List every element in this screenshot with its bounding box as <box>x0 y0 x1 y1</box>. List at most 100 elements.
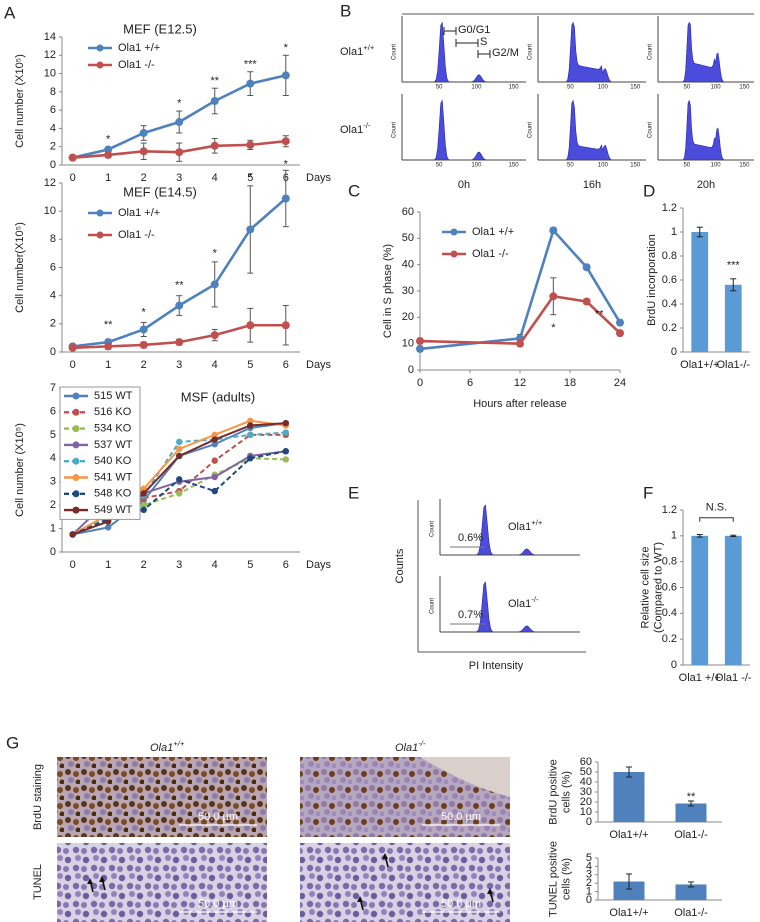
data-point <box>104 145 113 154</box>
y-axis-label: (Compared to WT) <box>652 542 664 633</box>
significance: ** <box>595 309 604 321</box>
data-point <box>211 431 218 439</box>
data-point <box>247 455 254 462</box>
gate-percent: 0.7% <box>458 609 483 621</box>
flow-histogram <box>658 21 754 83</box>
scale-bar-label: 50.0 µm <box>441 898 481 910</box>
row-label: BrdU staining <box>32 764 44 830</box>
x-tick-label: 24 <box>614 377 626 389</box>
y-tick-label: 4 <box>50 290 56 302</box>
x-tick-label: 0 <box>70 359 76 371</box>
y-tick-label: 1 <box>671 226 677 238</box>
hist-y-label: Count <box>648 44 654 60</box>
panel-label: F <box>643 483 653 502</box>
hist-y-label: Count <box>392 122 398 138</box>
bar <box>724 535 742 665</box>
y-tick-label: 50 <box>580 766 592 778</box>
y-tick-label: 0.6 <box>662 274 677 286</box>
significance: * <box>213 247 218 259</box>
y-tick-label: 30 <box>402 285 414 297</box>
legend-marker <box>450 228 458 236</box>
y-tick-label: 10 <box>44 67 56 79</box>
scale-bar-label: 50.0 µm <box>198 898 238 910</box>
significance: ** <box>210 75 219 87</box>
y-tick-label: 30 <box>580 786 592 798</box>
flow-histogram <box>538 21 646 83</box>
x-tick-label: 2 <box>141 359 147 371</box>
y-tick-label: 3 <box>586 869 592 881</box>
bar <box>691 535 709 665</box>
y-tick-label: 4 <box>586 860 592 872</box>
y-tick-label: 7 <box>50 382 56 394</box>
legend-marker <box>72 441 80 449</box>
panel-label: E <box>348 483 359 502</box>
legend-label: Ola1 +/+ <box>472 226 514 238</box>
legend-label: 516 KO <box>94 406 132 418</box>
column-label: 0h <box>458 179 470 191</box>
bar <box>724 284 742 352</box>
hist-x-tick: 150 <box>630 163 641 169</box>
label-base: Ola1 <box>508 521 531 533</box>
micrograph <box>57 757 267 837</box>
hist-x-tick: 100 <box>598 163 609 169</box>
x-tick-label: 3 <box>176 559 182 571</box>
hist-x-tick: 100 <box>471 163 482 169</box>
legend-label: 548 KO <box>94 488 132 500</box>
column-label: Ola1-/- <box>395 739 426 754</box>
significance: * <box>284 159 289 171</box>
micrograph <box>300 843 510 922</box>
legend-marker <box>72 408 80 416</box>
data-point <box>210 141 219 150</box>
gate-label: G0/G1 <box>458 24 490 36</box>
legend-label: Ola1 +/+ <box>118 42 160 54</box>
legend-marker <box>450 250 458 258</box>
flow-histogram <box>538 99 646 161</box>
significance: * <box>248 171 253 183</box>
data-point <box>246 140 255 149</box>
hist-x-tick: 50 <box>683 85 690 91</box>
data-point <box>211 441 218 448</box>
x-tick-label: 0 <box>70 559 76 571</box>
y-tick-label: 0.8 <box>662 250 677 262</box>
data-point <box>104 524 112 531</box>
bar <box>675 884 707 900</box>
legend-marker <box>72 490 80 498</box>
hist-y-label: Count <box>528 122 534 138</box>
label-sup: -/- <box>531 595 539 604</box>
legend-label: 549 WT <box>94 504 133 516</box>
data-point <box>247 431 254 439</box>
x-tick-label: 5 <box>247 559 253 571</box>
x-tick-label: 6 <box>283 359 289 371</box>
legend-label: 534 KO <box>94 423 132 435</box>
data-point <box>282 419 289 427</box>
y-tick-label: 1.2 <box>662 504 677 516</box>
y-tick-label: 8 <box>50 86 56 98</box>
legend-label: 541 WT <box>94 471 133 483</box>
bracket <box>699 517 734 522</box>
x-tick-label: Ola1+/+ <box>609 829 648 841</box>
y-tick-label: 0.6 <box>662 581 677 593</box>
y-tick-label: 6 <box>50 261 56 273</box>
hist-x-tick: 100 <box>711 163 722 169</box>
panel-label: D <box>643 181 655 200</box>
data-point <box>281 137 290 146</box>
hist-y-label: Count <box>430 598 436 614</box>
arrow-head <box>87 878 93 884</box>
data-point <box>211 436 218 443</box>
row-label: Ola1-/- <box>508 595 539 610</box>
panel-label: C <box>348 181 360 200</box>
y-tick-label: 60 <box>402 206 414 218</box>
hist-x-tick: 50 <box>567 85 574 91</box>
y-tick-label: 14 <box>44 31 56 43</box>
y-axis-label: Cell in S phase (%) <box>382 244 394 338</box>
column-label: 16h <box>583 179 601 191</box>
significance: * <box>142 306 147 318</box>
x-tick-label: Ola1+/+ <box>680 359 719 371</box>
y-tick-label: 0.4 <box>662 298 677 310</box>
data-point <box>176 445 183 453</box>
data-point <box>175 118 184 127</box>
hist-x-tick: 50 <box>436 85 443 91</box>
data-point <box>281 194 290 203</box>
bar <box>613 881 645 900</box>
